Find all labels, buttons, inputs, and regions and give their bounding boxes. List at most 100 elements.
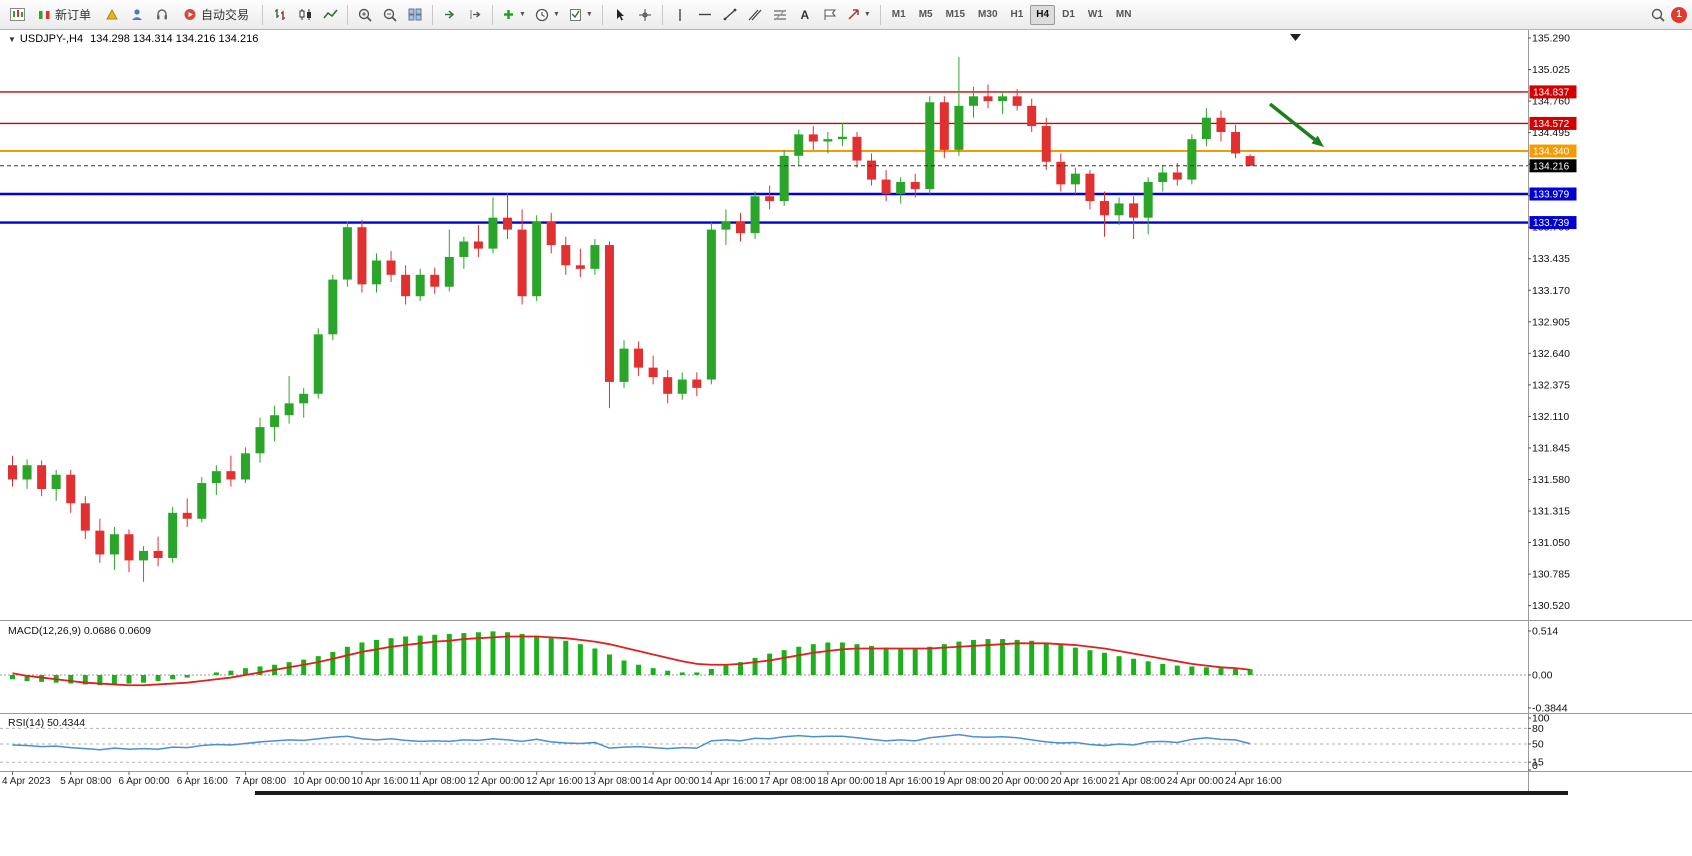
new-order-button[interactable]: 新订单 [30,3,99,27]
text-label-button[interactable] [818,3,842,27]
periods-button[interactable]: ▼ [531,3,564,27]
cursor-icon [616,8,624,20]
scroll-anchor-icon[interactable] [1290,34,1301,41]
headset-icon [157,9,168,20]
ohlc-values: 134.298 134.314 134.216 134.216 [90,33,259,45]
candle-body [109,534,119,555]
candle-body [226,471,236,480]
indicators-button[interactable]: ▼ [498,3,530,27]
timeframe-mn-button[interactable]: MN [1110,5,1138,25]
candle-body [124,534,134,561]
candle-body [619,348,629,382]
price-axis-label: 134.495 [1532,127,1570,139]
price-axis-label: 131.050 [1532,537,1570,549]
price-axis-label: 130.785 [1532,569,1570,581]
vertical-line-button[interactable] [668,3,692,27]
candle-body [837,136,847,140]
candle-body [342,227,352,280]
chart-shift-button[interactable] [463,3,487,27]
timeframe-m1-button[interactable]: M1 [886,5,912,25]
new-order-label: 新订单 [55,8,92,22]
timeframe-h4-button[interactable]: H4 [1030,4,1056,25]
candle-body [386,260,396,275]
candle-body [823,139,833,142]
timeframe-w1-button[interactable]: W1 [1082,5,1109,25]
price-axis-label: 133.435 [1532,253,1570,265]
candle-body [153,550,163,559]
separator [347,4,349,25]
timeframe-h1-button[interactable]: H1 [1005,5,1030,25]
candle-body [677,379,687,394]
channel-button[interactable] [743,3,767,27]
text-button[interactable]: A [793,3,817,27]
tile-windows-button[interactable] [403,3,427,27]
templates-button[interactable]: ▼ [565,3,597,27]
candle-body [1231,132,1241,154]
horizontal-line-button[interactable] [693,3,717,27]
candle-body [357,227,367,285]
candle-body [80,503,90,531]
candle-body [211,471,221,484]
time-axis-label: 12 Apr 00:00 [468,776,525,787]
timeframe-m15-button[interactable]: M15 [940,5,971,25]
candle-body [1041,126,1051,162]
rsi-axis-label: 0 [1532,760,1538,772]
arrows-button[interactable]: ▼ [843,3,875,27]
price-tag [1529,116,1577,130]
accounts-button[interactable] [125,3,149,27]
time-axis-label: 14 Apr 16:00 [701,776,758,787]
price-axis-label: 135.025 [1532,64,1570,76]
cursor-button[interactable] [608,3,632,27]
candlestick-chart-button[interactable] [293,3,317,27]
time-axis-label: 10 Apr 16:00 [351,776,408,787]
notification-badge[interactable]: 1 [1671,6,1687,23]
support-button[interactable] [150,3,174,27]
candle-body [896,181,906,194]
crosshair-icon [638,8,651,21]
autotrade-button[interactable]: 自动交易 [175,3,257,27]
autotrade-icon [184,9,196,20]
search-icon [1651,8,1665,22]
new-chart-button[interactable] [5,3,29,27]
bar-chart-button[interactable] [268,3,292,27]
collapse-chart-icon[interactable]: ▼ [8,35,16,44]
crosshair-button[interactable] [633,3,657,27]
editor-button[interactable] [100,3,124,27]
trend-arrow[interactable] [1268,102,1316,141]
bottom-bar [255,791,1568,795]
timeframe-m30-button[interactable]: M30 [972,5,1003,25]
candle-body [284,403,294,416]
separator [492,4,494,25]
candle-body [794,134,804,156]
text-tool-icon: A [800,7,810,22]
candle-body [51,474,61,490]
candle-body [168,512,178,559]
fibonacci-button[interactable] [768,3,792,27]
candle-body [1201,117,1211,140]
candle-body [255,427,265,454]
candle-body [1100,201,1109,216]
candle-body [328,279,338,335]
ohlc-bars-icon [274,9,285,20]
rsi-axis-label: 15 [1532,757,1544,769]
candle-body [765,196,775,202]
zoom-in-button[interactable] [353,3,377,27]
auto-scroll-button[interactable] [438,3,462,27]
timeframe-d1-button[interactable]: D1 [1056,5,1081,25]
timeframe-m5-button[interactable]: M5 [913,5,939,25]
zoom-out-button[interactable] [378,3,402,27]
trendline-button[interactable] [718,3,742,27]
trend-arrow-head[interactable] [1311,135,1324,147]
candle-body [1143,181,1153,218]
new-order-icon [39,10,50,19]
price-axis-label: 132.640 [1532,348,1570,360]
chevron-down-icon: ▼ [552,11,560,18]
candle-body [939,102,949,150]
candle-body [532,221,542,297]
line-chart-button[interactable] [318,3,342,27]
candle-body [488,217,498,249]
search-button[interactable] [1646,3,1670,27]
rsi-axis-label: 80 [1532,723,1544,735]
price-axis-label: 131.845 [1532,442,1570,454]
